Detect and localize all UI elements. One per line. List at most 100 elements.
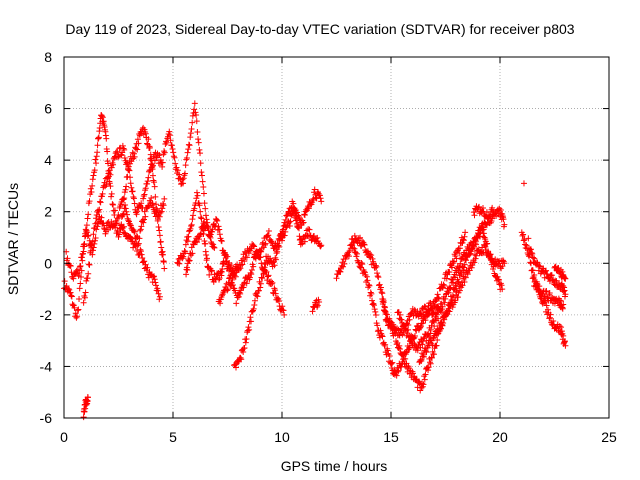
data-point	[145, 174, 152, 181]
data-point	[102, 183, 109, 190]
data-point	[378, 332, 385, 339]
data-point	[427, 307, 434, 314]
data-point	[410, 370, 417, 377]
data-point	[375, 274, 382, 281]
data-point	[473, 241, 480, 248]
data-point	[460, 236, 467, 243]
data-point	[151, 183, 158, 190]
data-point	[405, 326, 412, 333]
data-point	[279, 237, 285, 244]
data-point	[371, 306, 378, 313]
data-point	[446, 269, 453, 276]
data-point	[455, 267, 462, 274]
data-point	[76, 296, 83, 303]
data-point	[124, 160, 131, 167]
data-point	[384, 347, 391, 354]
data-point	[197, 150, 204, 157]
data-point	[543, 302, 550, 309]
data-point	[314, 302, 321, 309]
data-point	[394, 339, 401, 346]
data-point	[422, 371, 429, 378]
data-point	[128, 235, 135, 242]
data-point	[244, 327, 251, 334]
data-point	[456, 245, 463, 252]
data-point	[494, 273, 501, 280]
data-point	[85, 211, 92, 218]
data-point	[208, 268, 215, 275]
data-point	[71, 304, 78, 311]
data-point	[161, 149, 168, 156]
data-point	[142, 213, 149, 220]
data-point	[423, 349, 430, 356]
data-point	[523, 242, 530, 249]
data-point	[464, 271, 471, 278]
data-point	[450, 279, 457, 286]
data-point	[139, 204, 146, 211]
data-point	[441, 299, 448, 306]
data-point	[202, 205, 209, 212]
data-point	[448, 279, 455, 286]
data-point	[301, 211, 308, 218]
data-point	[363, 273, 370, 280]
data-point	[379, 296, 386, 303]
data-point	[274, 296, 281, 303]
data-point	[67, 289, 74, 296]
data-point	[162, 141, 169, 148]
data-point	[83, 222, 90, 229]
data-point	[134, 208, 141, 215]
data-point	[156, 227, 163, 234]
data-point	[369, 301, 376, 308]
data-point	[196, 146, 203, 153]
data-point	[233, 364, 240, 371]
data-point	[159, 163, 166, 170]
data-point	[152, 201, 159, 208]
data-point	[396, 345, 403, 352]
data-point	[499, 286, 506, 293]
data-point	[485, 211, 492, 218]
data-point	[418, 358, 425, 365]
data-point	[160, 258, 167, 265]
data-point	[420, 353, 427, 360]
data-point	[156, 296, 163, 303]
data-point	[341, 260, 348, 267]
data-point	[238, 356, 245, 363]
data-point	[189, 250, 196, 257]
data-point	[112, 220, 119, 227]
data-point	[547, 311, 554, 318]
data-point	[355, 259, 362, 266]
data-point	[188, 222, 195, 229]
data-point	[198, 215, 205, 222]
data-point	[84, 233, 91, 240]
x-tick-label: 5	[169, 429, 177, 445]
y-tick-label: -6	[40, 410, 53, 426]
data-point	[377, 284, 384, 291]
data-point	[129, 149, 136, 156]
data-point	[224, 287, 231, 294]
data-point	[310, 195, 317, 202]
data-point	[128, 184, 135, 191]
data-point	[224, 286, 231, 293]
data-point	[199, 178, 206, 185]
data-point	[318, 198, 325, 205]
data-point	[410, 335, 417, 342]
data-point	[127, 180, 134, 187]
data-point	[472, 255, 479, 262]
data-point	[218, 238, 225, 245]
data-point	[241, 345, 248, 352]
data-point	[417, 323, 424, 330]
data-point	[396, 332, 403, 339]
data-point	[163, 138, 170, 145]
data-point	[197, 230, 204, 237]
data-point	[478, 223, 485, 230]
data-point	[137, 227, 144, 234]
data-point	[306, 226, 313, 233]
data-point	[67, 262, 74, 269]
data-point	[243, 280, 250, 287]
data-point	[361, 269, 368, 276]
data-point	[274, 248, 281, 255]
data-point	[400, 350, 407, 357]
data-point	[473, 252, 480, 259]
data-point	[195, 136, 202, 143]
data-point	[250, 263, 257, 270]
data-point	[452, 297, 459, 304]
